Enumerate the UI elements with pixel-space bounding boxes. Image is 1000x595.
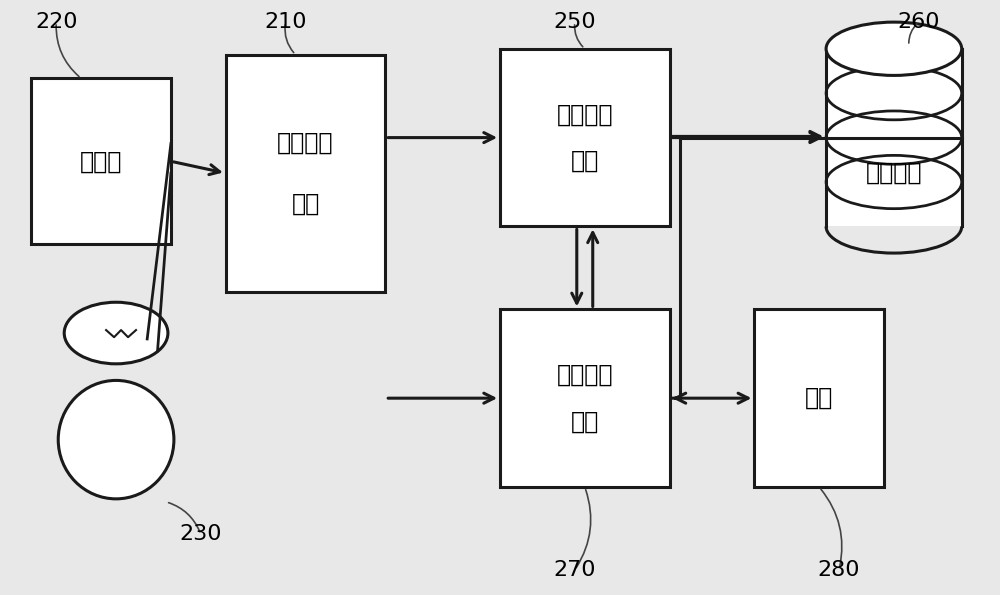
Text: 280: 280	[818, 560, 860, 580]
Text: 250: 250	[553, 12, 596, 32]
Bar	[500, 49, 670, 227]
Text: 显示器: 显示器	[80, 149, 122, 173]
Text: 注视跟踪: 注视跟踪	[277, 130, 334, 154]
Text: 220: 220	[35, 12, 77, 32]
Bar	[226, 55, 385, 292]
Text: 注视校正: 注视校正	[557, 363, 613, 387]
Text: 元件: 元件	[571, 409, 599, 433]
Circle shape	[64, 302, 168, 364]
Ellipse shape	[826, 22, 962, 76]
Text: 设备: 设备	[291, 192, 320, 216]
Text: 270: 270	[554, 560, 596, 580]
Text: 210: 210	[264, 12, 307, 32]
Bar	[826, 49, 962, 227]
Text: 230: 230	[180, 524, 222, 544]
Text: 260: 260	[898, 12, 940, 32]
Text: 注视校准: 注视校准	[557, 102, 613, 127]
Bar	[31, 79, 171, 244]
Text: 校准数据: 校准数据	[866, 161, 922, 185]
Text: 应用: 应用	[805, 386, 833, 410]
Bar	[754, 309, 884, 487]
Text: 元件: 元件	[571, 149, 599, 173]
Bar	[500, 309, 670, 487]
Ellipse shape	[58, 380, 174, 499]
